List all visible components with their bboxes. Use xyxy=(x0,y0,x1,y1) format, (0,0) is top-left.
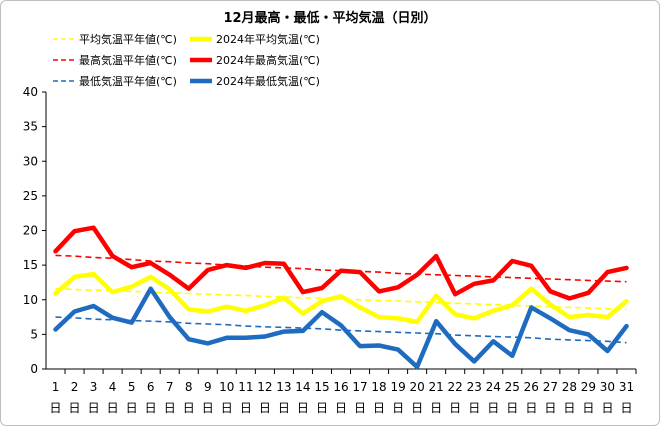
y-tick-label: 25 xyxy=(23,189,38,203)
x-tick-suffix: 日 xyxy=(430,401,442,415)
x-tick-suffix: 日 xyxy=(107,401,119,415)
x-tick-suffix: 日 xyxy=(392,401,404,415)
x-tick-suffix: 日 xyxy=(620,401,632,415)
x-tick-suffix: 日 xyxy=(126,401,138,415)
legend-label: 最低気温平年値(℃) xyxy=(79,74,177,88)
x-tick-label: 5 xyxy=(128,380,136,394)
x-tick-label: 29 xyxy=(581,380,596,394)
x-tick-label: 20 xyxy=(409,380,424,394)
legend-label: 2024年最低気温(℃) xyxy=(216,74,320,88)
series-2024-line xyxy=(53,225,629,301)
x-tick-suffix: 日 xyxy=(88,401,100,415)
x-tick-label: 1 xyxy=(52,380,60,394)
legend-label: 2024年最高気温(℃) xyxy=(216,53,320,67)
series-2024-line xyxy=(53,286,629,370)
y-tick-label: 40 xyxy=(23,85,38,99)
x-tick-suffix: 日 xyxy=(544,401,556,415)
x-tick-label: 24 xyxy=(486,380,501,394)
x-tick-label: 6 xyxy=(147,380,155,394)
legend-label: 平均気温平年値(℃) xyxy=(79,32,177,46)
x-tick-suffix: 日 xyxy=(164,401,176,415)
x-tick-label: 27 xyxy=(543,380,558,394)
series-2024-line xyxy=(53,271,629,325)
x-tick-label: 11 xyxy=(238,380,253,394)
x-tick-suffix: 日 xyxy=(354,401,366,415)
x-tick-label: 4 xyxy=(109,380,117,394)
x-tick-label: 26 xyxy=(524,380,539,394)
x-tick-suffix: 日 xyxy=(278,401,290,415)
x-tick-label: 15 xyxy=(314,380,329,394)
x-tick-label: 13 xyxy=(276,380,291,394)
legend-label: 最高気温平年値(℃) xyxy=(79,53,177,67)
series-layer xyxy=(53,225,629,370)
x-tick-label: 12 xyxy=(257,380,272,394)
x-tick-suffix: 日 xyxy=(297,401,309,415)
y-tick-label: 20 xyxy=(23,224,38,238)
x-tick-suffix: 日 xyxy=(50,401,62,415)
x-tick-label: 30 xyxy=(600,380,615,394)
x-tick-label: 22 xyxy=(448,380,463,394)
x-tick-suffix: 日 xyxy=(221,401,233,415)
x-tick-label: 2 xyxy=(71,380,79,394)
y-tick-label: 15 xyxy=(23,258,38,272)
x-tick-label: 7 xyxy=(166,380,174,394)
x-tick-suffix: 日 xyxy=(259,401,271,415)
y-tick-label: 5 xyxy=(30,327,38,341)
x-tick-suffix: 日 xyxy=(601,401,613,415)
y-tick-label: 30 xyxy=(23,154,38,168)
x-tick-label: 23 xyxy=(467,380,482,394)
x-tick-label: 14 xyxy=(295,380,310,394)
axes: 05101520253035401日2日3日4日5日6日7日8日9日10日11日… xyxy=(23,85,637,415)
y-tick-label: 0 xyxy=(30,362,38,376)
series-normal-line xyxy=(55,316,627,344)
x-tick-suffix: 日 xyxy=(506,401,518,415)
x-tick-label: 9 xyxy=(204,380,212,394)
x-tick-suffix: 日 xyxy=(468,401,480,415)
x-tick-label: 3 xyxy=(90,380,98,394)
x-tick-suffix: 日 xyxy=(202,401,214,415)
x-tick-label: 8 xyxy=(185,380,193,394)
x-tick-label: 18 xyxy=(371,380,386,394)
x-tick-suffix: 日 xyxy=(373,401,385,415)
x-tick-label: 19 xyxy=(390,380,405,394)
x-tick-label: 31 xyxy=(619,380,634,394)
x-tick-suffix: 日 xyxy=(449,401,461,415)
x-tick-suffix: 日 xyxy=(183,401,195,415)
y-tick-label: 35 xyxy=(23,120,38,134)
x-tick-suffix: 日 xyxy=(487,401,499,415)
x-tick-suffix: 日 xyxy=(525,401,537,415)
x-tick-suffix: 日 xyxy=(69,401,81,415)
x-tick-suffix: 日 xyxy=(582,401,594,415)
x-tick-suffix: 日 xyxy=(411,401,423,415)
x-tick-label: 28 xyxy=(562,380,577,394)
x-tick-suffix: 日 xyxy=(240,401,252,415)
x-tick-suffix: 日 xyxy=(335,401,347,415)
x-tick-label: 10 xyxy=(219,380,234,394)
x-tick-label: 25 xyxy=(505,380,520,394)
legend-label: 2024年平均気温(℃) xyxy=(216,32,320,46)
x-tick-suffix: 日 xyxy=(563,401,575,415)
y-tick-label: 10 xyxy=(23,293,38,307)
x-tick-suffix: 日 xyxy=(316,401,328,415)
x-tick-label: 16 xyxy=(333,380,348,394)
chart-title: 12月最高・最低・平均気温（日別） xyxy=(223,10,436,26)
legend: 平均気温平年値(℃) 2024年平均気温(℃) 最高気温平年値(℃) 2024年最高気… xyxy=(53,32,320,88)
x-tick-label: 21 xyxy=(429,380,444,394)
x-tick-label: 17 xyxy=(352,380,367,394)
x-tick-suffix: 日 xyxy=(145,401,157,415)
